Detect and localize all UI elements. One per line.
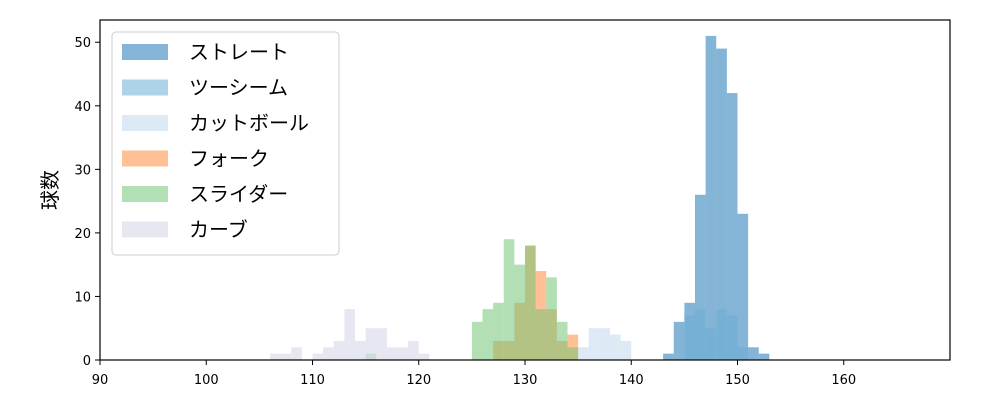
bar	[705, 328, 717, 360]
bar	[386, 347, 398, 360]
legend-label: カーブ	[189, 218, 248, 242]
bar	[535, 309, 547, 360]
bar	[716, 309, 727, 360]
series-2-bars	[578, 328, 632, 360]
y-tick-label: 20	[74, 227, 91, 242]
x-tick-label: 150	[725, 373, 750, 388]
bar	[663, 353, 674, 360]
bar	[610, 334, 621, 360]
bar	[333, 340, 345, 360]
bar	[418, 353, 430, 360]
x-tick-label: 100	[194, 373, 219, 388]
legend-swatch	[122, 221, 168, 238]
bar	[737, 213, 749, 360]
bar	[397, 347, 409, 360]
bar	[726, 315, 738, 360]
legend-swatch	[122, 79, 168, 96]
legend-swatch	[122, 115, 168, 131]
bar	[673, 321, 685, 360]
y-axis-title: 球数	[38, 170, 62, 210]
x-tick-label: 140	[619, 373, 644, 388]
legend-swatch	[122, 150, 168, 167]
bar	[493, 302, 504, 360]
bar	[726, 93, 738, 361]
series-4-bars	[365, 239, 579, 360]
series-5-bars	[270, 309, 430, 360]
legend-label: ストレート	[189, 40, 289, 64]
y-tick-label: 0	[83, 354, 91, 369]
legend-swatch	[122, 186, 168, 202]
bar	[695, 194, 706, 360]
bar	[567, 347, 579, 360]
bar	[705, 35, 717, 361]
series-1-bars	[684, 309, 749, 360]
legend-swatch	[122, 44, 168, 60]
bar	[748, 347, 759, 360]
bar	[376, 328, 387, 360]
bar	[482, 309, 494, 360]
bar	[525, 245, 536, 360]
bar	[323, 347, 334, 360]
legend-label: スライダー	[189, 182, 288, 206]
bar	[620, 340, 632, 360]
legend-box	[111, 31, 340, 256]
bar	[758, 353, 770, 360]
bar	[556, 321, 568, 360]
bar	[280, 353, 292, 360]
bar	[355, 340, 366, 360]
x-tick-label: 110	[300, 373, 325, 388]
y-tick-label: 10	[74, 290, 91, 305]
bar	[684, 315, 695, 360]
legend-label: カットボール	[189, 111, 309, 135]
y-tick-label: 30	[74, 163, 91, 178]
bar	[578, 347, 589, 360]
bar	[546, 277, 557, 360]
bar	[471, 321, 483, 360]
bar	[514, 264, 525, 360]
legend-label: フォーク	[189, 147, 269, 171]
x-tick-label: 120	[406, 373, 431, 388]
bar	[312, 353, 324, 360]
bar	[270, 353, 281, 360]
bar	[599, 328, 610, 360]
x-axis: 90 100 110 120 130 140 150 160	[92, 360, 856, 388]
x-tick-label: 130	[513, 373, 538, 388]
y-axis: 0 10 20 30 40 50	[74, 36, 100, 369]
bar	[695, 309, 706, 360]
bar	[716, 48, 727, 360]
bar	[588, 328, 600, 360]
bar	[344, 309, 355, 360]
bar	[365, 328, 377, 360]
legend-label: ツーシーム	[189, 76, 288, 100]
x-tick-label: 160	[831, 373, 856, 388]
histogram-bars	[270, 35, 770, 361]
x-tick-label: 90	[92, 373, 109, 388]
bar	[737, 347, 749, 360]
y-tick-label: 40	[74, 100, 91, 115]
bar	[291, 347, 302, 360]
bar	[503, 239, 515, 360]
bar	[408, 340, 419, 360]
y-tick-label: 50	[74, 36, 91, 51]
